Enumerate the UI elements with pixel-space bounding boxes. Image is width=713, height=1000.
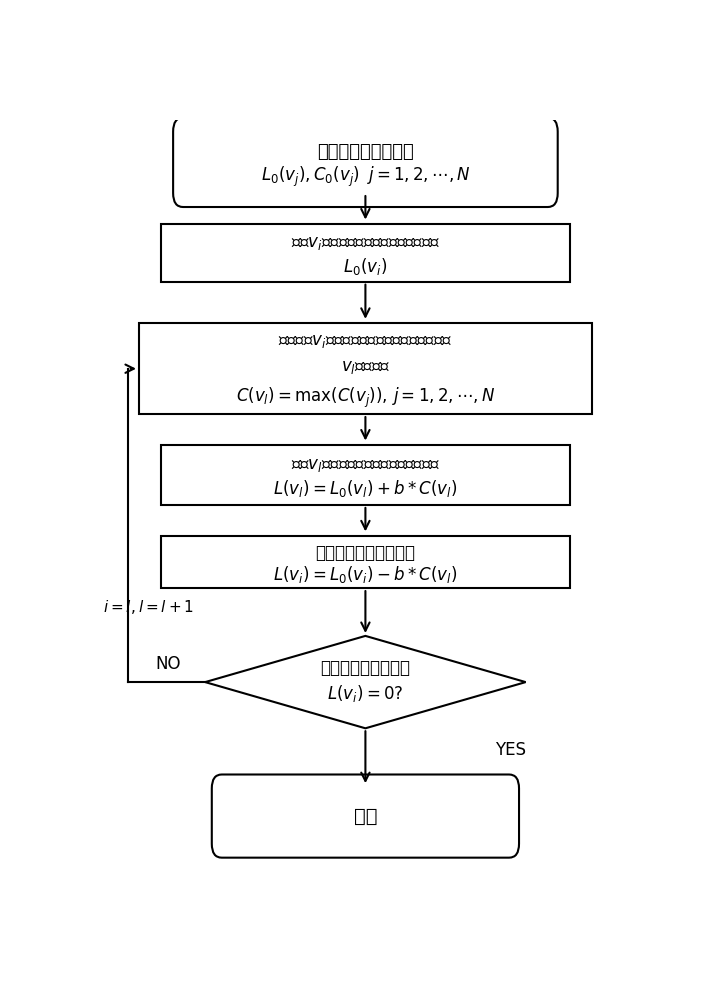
Text: $L(v_l)=L_0(v_l)+b*C(v_l)$: $L(v_l)=L_0(v_l)+b*C(v_l)$ xyxy=(273,478,458,499)
Bar xyxy=(161,536,570,588)
Text: $L_0(v_j),C_0(v_j)\;\;j=1,2,\cdots,N$: $L_0(v_j),C_0(v_j)\;\;j=1,2,\cdots,N$ xyxy=(260,164,471,189)
Text: $C(v_l)=\mathrm{max}(C(v_j)),\,j=1,2,\cdots,N$: $C(v_l)=\mathrm{max}(C(v_j)),\,j=1,2,\cd… xyxy=(236,386,495,410)
Text: $L_0(v_i)$: $L_0(v_i)$ xyxy=(343,256,388,277)
Text: 故障节点剩下的负荷：: 故障节点剩下的负荷： xyxy=(315,544,416,562)
Text: $i=l,l=l+1$: $i=l,l=l+1$ xyxy=(103,598,194,616)
Text: YES: YES xyxy=(496,741,526,759)
Text: 寻找节点$v_i$的邻居节点中剩余容量最大的节点: 寻找节点$v_i$的邻居节点中剩余容量最大的节点 xyxy=(278,332,453,350)
Text: $L(v_i)=L_0(v_i)-b*C(v_l)$: $L(v_i)=L_0(v_i)-b*C(v_l)$ xyxy=(273,564,458,585)
Text: 判断负荷是否为零：: 判断负荷是否为零： xyxy=(320,659,411,677)
Text: NO: NO xyxy=(155,655,181,673)
Polygon shape xyxy=(205,636,525,728)
Bar xyxy=(161,445,570,505)
Text: $v_l$进行分配: $v_l$进行分配 xyxy=(341,358,390,376)
Text: 初始容量、初始负荷: 初始容量、初始负荷 xyxy=(317,143,414,161)
Bar xyxy=(161,224,570,282)
Text: 节点$v_i$出现故障，需要分配的负荷量为: 节点$v_i$出现故障，需要分配的负荷量为 xyxy=(291,234,440,252)
Text: 结束: 结束 xyxy=(354,807,377,826)
FancyBboxPatch shape xyxy=(173,118,558,207)
Text: 节点$v_l$接收到额外负荷后总的负荷为：: 节点$v_l$接收到额外负荷后总的负荷为： xyxy=(291,456,440,474)
Text: $L(v_i)=0?$: $L(v_i)=0?$ xyxy=(327,683,404,704)
Bar xyxy=(139,323,592,414)
FancyBboxPatch shape xyxy=(212,775,519,858)
